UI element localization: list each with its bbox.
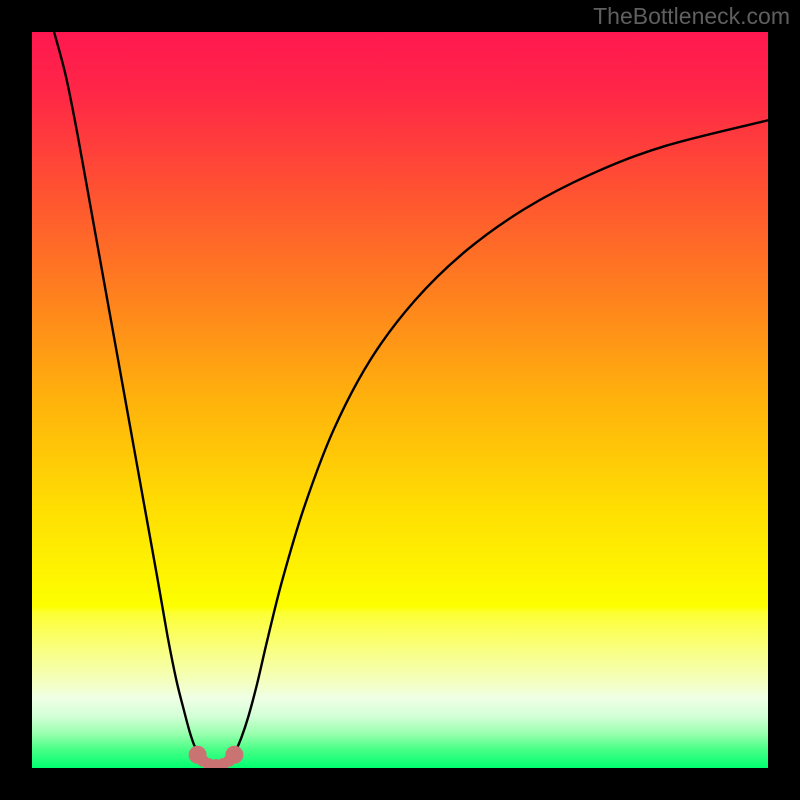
- watermark-text: TheBottleneck.com: [593, 3, 790, 30]
- gradient-background: [32, 32, 768, 768]
- dip-marker: [225, 746, 243, 764]
- bottleneck-chart: [0, 0, 800, 800]
- chart-frame: TheBottleneck.com: [0, 0, 800, 800]
